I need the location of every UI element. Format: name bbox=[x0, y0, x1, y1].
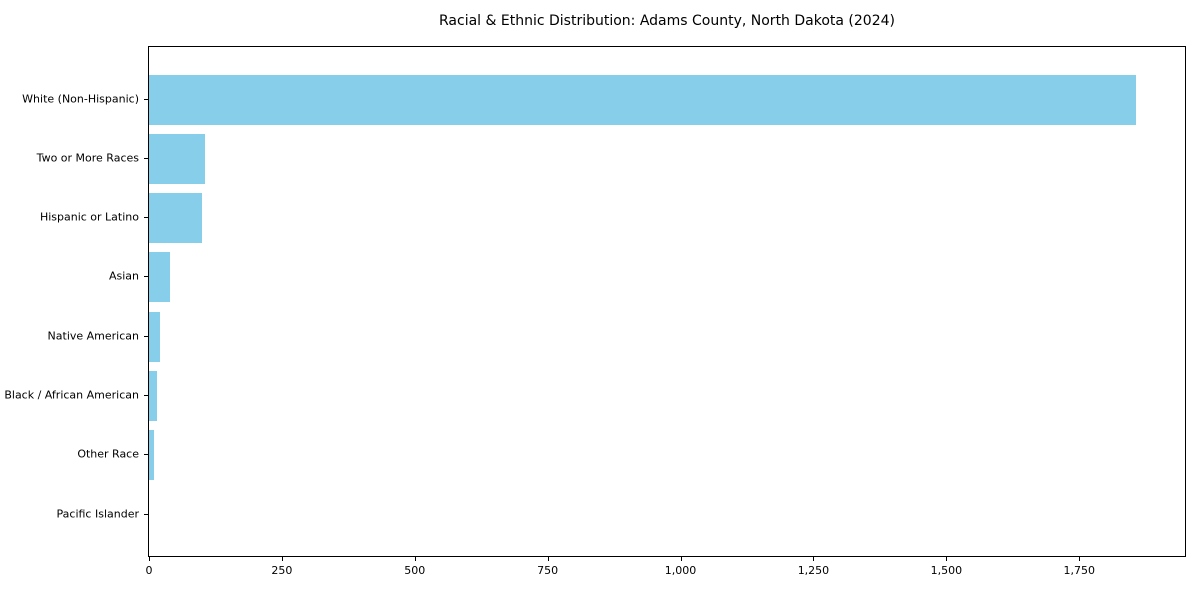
y-tick-mark bbox=[144, 217, 148, 219]
chart-bar bbox=[149, 430, 155, 481]
y-tick-label: Asian bbox=[108, 269, 139, 283]
y-tick-label: Other Race bbox=[77, 447, 139, 461]
chart-title: Racial & Ethnic Distribution: Adams Coun… bbox=[439, 13, 895, 29]
plot-area bbox=[148, 46, 1186, 557]
x-tick-mark bbox=[813, 557, 815, 561]
chart-bar bbox=[149, 371, 157, 422]
x-tick-label: 1,000 bbox=[664, 564, 697, 577]
chart-bar bbox=[149, 133, 205, 184]
chart-bar bbox=[149, 311, 160, 362]
y-tick-mark bbox=[144, 157, 148, 159]
x-tick-mark bbox=[547, 557, 549, 561]
x-tick-mark bbox=[149, 557, 150, 561]
chart-bar bbox=[149, 252, 171, 303]
y-tick-mark bbox=[144, 395, 148, 397]
x-tick-mark bbox=[946, 557, 948, 561]
y-tick-mark bbox=[144, 513, 148, 515]
y-tick-label: White (Non-Hispanic) bbox=[22, 92, 139, 105]
y-tick-label: Native American bbox=[47, 329, 139, 343]
x-tick-label: 250 bbox=[271, 564, 293, 577]
y-tick-label: Hispanic or Latino bbox=[39, 210, 139, 224]
x-tick-label: 750 bbox=[537, 564, 559, 577]
chart-bar bbox=[149, 74, 1136, 125]
y-tick-label: Pacific Islander bbox=[56, 507, 139, 521]
x-tick-mark bbox=[680, 557, 682, 561]
x-tick-label: 0 bbox=[145, 564, 153, 577]
x-tick-label: 500 bbox=[404, 564, 426, 577]
x-tick-mark bbox=[1079, 557, 1081, 561]
x-tick-mark bbox=[414, 557, 416, 561]
y-tick-mark bbox=[144, 335, 148, 337]
y-tick-mark bbox=[144, 98, 148, 100]
x-tick-mark bbox=[281, 557, 283, 561]
x-tick-label: 1,750 bbox=[1063, 564, 1095, 577]
y-tick-mark bbox=[144, 276, 148, 278]
y-tick-label: Black / African American bbox=[4, 388, 139, 402]
y-tick-label: Two or More Races bbox=[36, 151, 139, 165]
y-tick-mark bbox=[144, 454, 148, 456]
x-tick-label: 1,250 bbox=[797, 564, 830, 577]
chart-bar bbox=[149, 193, 203, 244]
x-tick-label: 1,500 bbox=[930, 564, 963, 577]
